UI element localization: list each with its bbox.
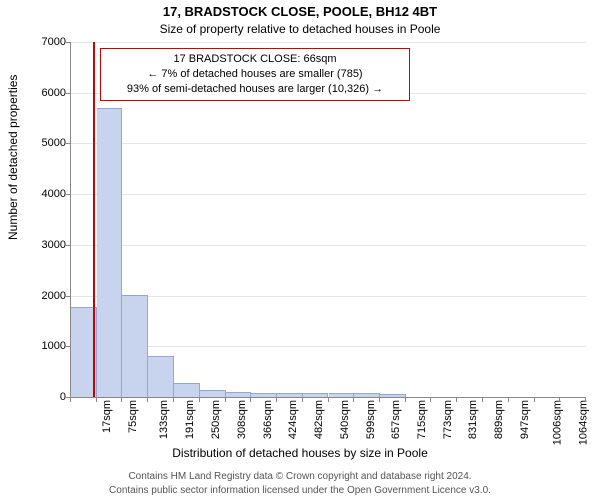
x-tick-label: 599sqm bbox=[365, 400, 377, 439]
x-tick-label: 308sqm bbox=[236, 400, 248, 439]
gridline bbox=[71, 194, 586, 195]
histogram-bar bbox=[380, 394, 406, 397]
x-tick bbox=[508, 397, 509, 402]
x-tick-label: 482sqm bbox=[313, 400, 325, 439]
x-tick-label: 773sqm bbox=[442, 400, 454, 439]
gridline bbox=[71, 143, 586, 144]
x-tick bbox=[353, 397, 354, 402]
y-tick-label: 5000 bbox=[26, 137, 66, 149]
y-tick bbox=[66, 143, 71, 144]
y-tick-label: 1000 bbox=[26, 340, 66, 352]
gridline bbox=[71, 42, 586, 43]
x-tick-label: 133sqm bbox=[159, 400, 171, 439]
histogram-bar bbox=[303, 393, 329, 397]
histogram-bar bbox=[200, 390, 226, 397]
y-tick-label: 3000 bbox=[26, 239, 66, 251]
y-tick bbox=[66, 93, 71, 94]
x-tick bbox=[70, 397, 71, 402]
x-tick-label: 250sqm bbox=[210, 400, 222, 439]
x-tick bbox=[147, 397, 148, 402]
x-tick-label: 540sqm bbox=[339, 400, 351, 439]
x-tick bbox=[405, 397, 406, 402]
gridline bbox=[71, 245, 586, 246]
annotation-line-2: ← 7% of detached houses are smaller (785… bbox=[107, 67, 403, 82]
y-tick-label: 6000 bbox=[26, 87, 66, 99]
x-tick-label: 75sqm bbox=[127, 400, 139, 433]
x-tick-label: 715sqm bbox=[416, 400, 428, 439]
x-axis-label: Distribution of detached houses by size … bbox=[0, 446, 600, 460]
footer-copyright-1: Contains HM Land Registry data © Crown c… bbox=[0, 471, 600, 482]
annotation-box: 17 BRADSTOCK CLOSE: 66sqm ← 7% of detach… bbox=[100, 48, 410, 101]
x-tick-label: 17sqm bbox=[101, 400, 113, 433]
x-tick bbox=[456, 397, 457, 402]
x-tick-label: 1006sqm bbox=[551, 400, 563, 445]
x-tick bbox=[379, 397, 380, 402]
x-tick-label: 657sqm bbox=[391, 400, 403, 439]
x-tick bbox=[559, 397, 560, 402]
x-tick bbox=[173, 397, 174, 402]
histogram-bar bbox=[354, 393, 380, 397]
y-tick-label: 2000 bbox=[26, 290, 66, 302]
gridline bbox=[71, 296, 586, 297]
annotation-line-1: 17 BRADSTOCK CLOSE: 66sqm bbox=[107, 52, 403, 67]
footer-copyright-2: Contains public sector information licen… bbox=[0, 485, 600, 496]
histogram-bar bbox=[329, 393, 355, 397]
x-tick bbox=[482, 397, 483, 402]
histogram-bar bbox=[97, 108, 123, 397]
histogram-bar bbox=[277, 393, 303, 397]
x-tick-label: 424sqm bbox=[287, 400, 299, 439]
chart-subtitle: Size of property relative to detached ho… bbox=[0, 22, 600, 36]
subject-marker-line bbox=[93, 42, 95, 397]
x-tick-label: 831sqm bbox=[468, 400, 480, 439]
x-tick-label: 191sqm bbox=[184, 400, 196, 439]
x-tick bbox=[430, 397, 431, 402]
y-tick-label: 4000 bbox=[26, 188, 66, 200]
y-tick bbox=[66, 194, 71, 195]
x-tick bbox=[250, 397, 251, 402]
x-tick bbox=[199, 397, 200, 402]
y-tick bbox=[66, 245, 71, 246]
x-tick-label: 947sqm bbox=[519, 400, 531, 439]
x-tick bbox=[302, 397, 303, 402]
annotation-line-3: 93% of semi-detached houses are larger (… bbox=[107, 82, 403, 97]
chart-title: 17, BRADSTOCK CLOSE, POOLE, BH12 4BT bbox=[0, 4, 600, 19]
gridline bbox=[71, 346, 586, 347]
x-tick-label: 366sqm bbox=[262, 400, 274, 439]
histogram-bar bbox=[122, 295, 148, 397]
y-tick-label: 7000 bbox=[26, 36, 66, 48]
x-tick bbox=[328, 397, 329, 402]
x-tick bbox=[276, 397, 277, 402]
chart-container: { "titles": { "main": "17, BRADSTOCK CLO… bbox=[0, 0, 600, 500]
x-tick bbox=[96, 397, 97, 402]
x-tick bbox=[585, 397, 586, 402]
y-axis-label: Number of detached properties bbox=[6, 75, 20, 240]
histogram-bar bbox=[226, 392, 252, 397]
x-tick bbox=[121, 397, 122, 402]
x-tick-label: 889sqm bbox=[493, 400, 505, 439]
histogram-bar bbox=[148, 356, 174, 397]
y-tick-label: 0 bbox=[26, 391, 66, 403]
x-tick bbox=[225, 397, 226, 402]
histogram-bar bbox=[251, 393, 277, 397]
y-tick bbox=[66, 296, 71, 297]
histogram-bar bbox=[174, 383, 200, 397]
x-tick bbox=[534, 397, 535, 402]
x-tick-label: 1064sqm bbox=[577, 400, 589, 445]
y-tick bbox=[66, 42, 71, 43]
